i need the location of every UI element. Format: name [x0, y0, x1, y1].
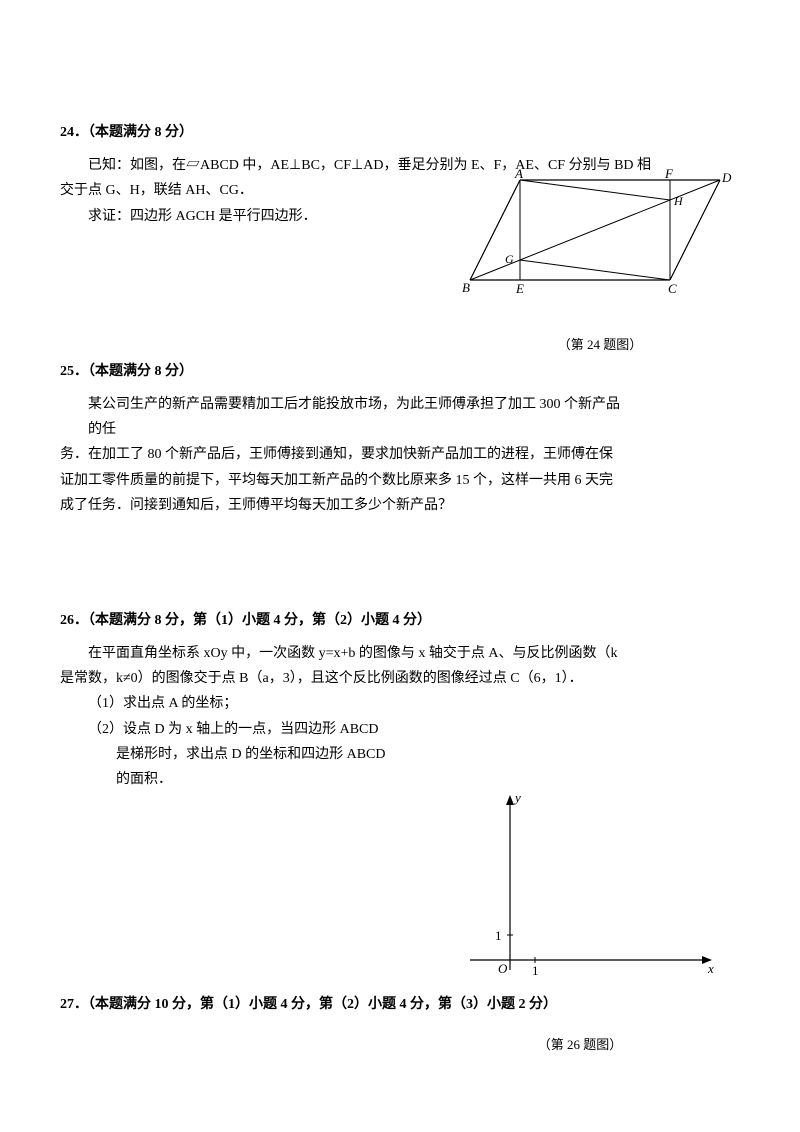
problem-25-line2: 的任: [88, 417, 740, 442]
problem-24-header: 24．（本题满分 8 分）: [60, 120, 740, 145]
figure-26-caption: （第 26 题图）: [440, 1033, 720, 1056]
svg-text:x: x: [707, 961, 714, 976]
problem-25-line3: 务．在加工了 80 个新产品后，王师傅接到通知，要求加快新产品加工的进程，王师傅…: [60, 442, 740, 467]
svg-text:B: B: [462, 280, 470, 295]
figure-24: A F D B E C G H （第 24 题图）: [460, 160, 740, 320]
svg-text:1: 1: [532, 963, 539, 978]
problem-25-line1: 某公司生产的新产品需要精加工后才能投放市场，为此王师傅承担了加工 300 个新产…: [88, 392, 740, 417]
problem-26-header: 26．（本题满分 8 分，第（1）小题 4 分，第（2）小题 4 分）: [60, 608, 740, 633]
problem-25-line4: 证加工零件质量的前提下，平均每天加工新产品的个数比原来多 15 个，这样一共用 …: [60, 468, 740, 493]
svg-text:A: A: [514, 166, 523, 181]
svg-text:D: D: [721, 170, 732, 185]
figure-26: y x O 1 1 （第 26 题图）: [440, 780, 720, 1020]
problem-25-line5: 成了任务．问接到通知后，王师傅平均每天加工多少个新产品？: [60, 493, 740, 518]
svg-text:F: F: [664, 166, 674, 181]
coordinate-axes-diagram: y x O 1 1: [440, 780, 720, 1020]
svg-text:y: y: [513, 790, 521, 805]
problem-26-sub2b: 是梯形时，求出点 D 的坐标和四边形 ABCD: [60, 742, 740, 767]
svg-text:G: G: [505, 252, 514, 266]
svg-text:1: 1: [495, 928, 502, 943]
svg-text:O: O: [498, 961, 508, 976]
parallelogram-diagram: A F D B E C G H: [460, 160, 740, 320]
problem-26-sub2a: （2）设点 D 为 x 轴上的一点，当四边形 ABCD: [60, 717, 740, 742]
problem-26: 26．（本题满分 8 分，第（1）小题 4 分，第（2）小题 4 分） 在平面直…: [60, 608, 740, 792]
problem-25: 25．（本题满分 8 分） 某公司生产的新产品需要精加工后才能投放市场，为此王师…: [60, 359, 740, 518]
problem-26-sub1: （1）求出点 A 的坐标；: [60, 691, 740, 716]
svg-text:C: C: [668, 281, 677, 296]
svg-text:E: E: [515, 281, 524, 296]
figure-24-caption: （第 24 题图）: [460, 333, 740, 356]
problem-26-line2: 是常数，k≠0）的图像交于点 B（a，3），且这个反比例函数的图像经过点 C（6…: [60, 666, 740, 691]
problem-25-header: 25．（本题满分 8 分）: [60, 359, 740, 384]
problem-26-line1: 在平面直角坐标系 xOy 中，一次函数 y=x+b 的图像与 x 轴交于点 A、…: [60, 641, 740, 666]
svg-text:H: H: [673, 194, 684, 208]
